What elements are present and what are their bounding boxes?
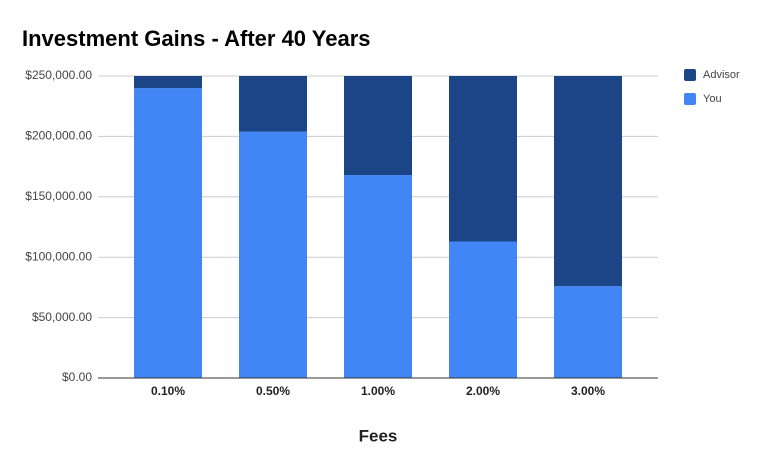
bar-segment	[554, 76, 622, 287]
bar-segment	[134, 88, 202, 378]
y-tick-label: $50,000.00	[32, 310, 92, 324]
y-tick-label: $100,000.00	[25, 249, 92, 263]
x-tick-label: 2.00%	[466, 384, 500, 398]
legend-label: Advisor	[703, 69, 740, 81]
chart-title: Investment Gains - After 40 Years	[22, 26, 371, 51]
bar-segment	[134, 76, 202, 89]
bar-segment	[239, 76, 307, 132]
bar-segment	[449, 76, 517, 242]
y-tick-label: $200,000.00	[25, 129, 92, 143]
x-tick-label: 1.00%	[361, 384, 395, 398]
bar-segment	[344, 175, 412, 378]
bar-segment	[554, 286, 622, 378]
bar-segment	[239, 131, 307, 378]
legend-label: You	[703, 93, 722, 105]
bar-segment	[344, 76, 412, 176]
legend-swatch	[684, 93, 696, 105]
x-tick-label: 3.00%	[571, 384, 605, 398]
bar-segment	[449, 241, 517, 378]
x-tick-label: 0.10%	[151, 384, 185, 398]
y-tick-label: $150,000.00	[25, 189, 92, 203]
y-tick-label: $250,000.00	[25, 68, 92, 82]
x-axis-label: Fees	[359, 426, 398, 445]
y-tick-label: $0.00	[62, 370, 92, 384]
x-tick-label: 0.50%	[256, 384, 290, 398]
legend-swatch	[684, 69, 696, 81]
